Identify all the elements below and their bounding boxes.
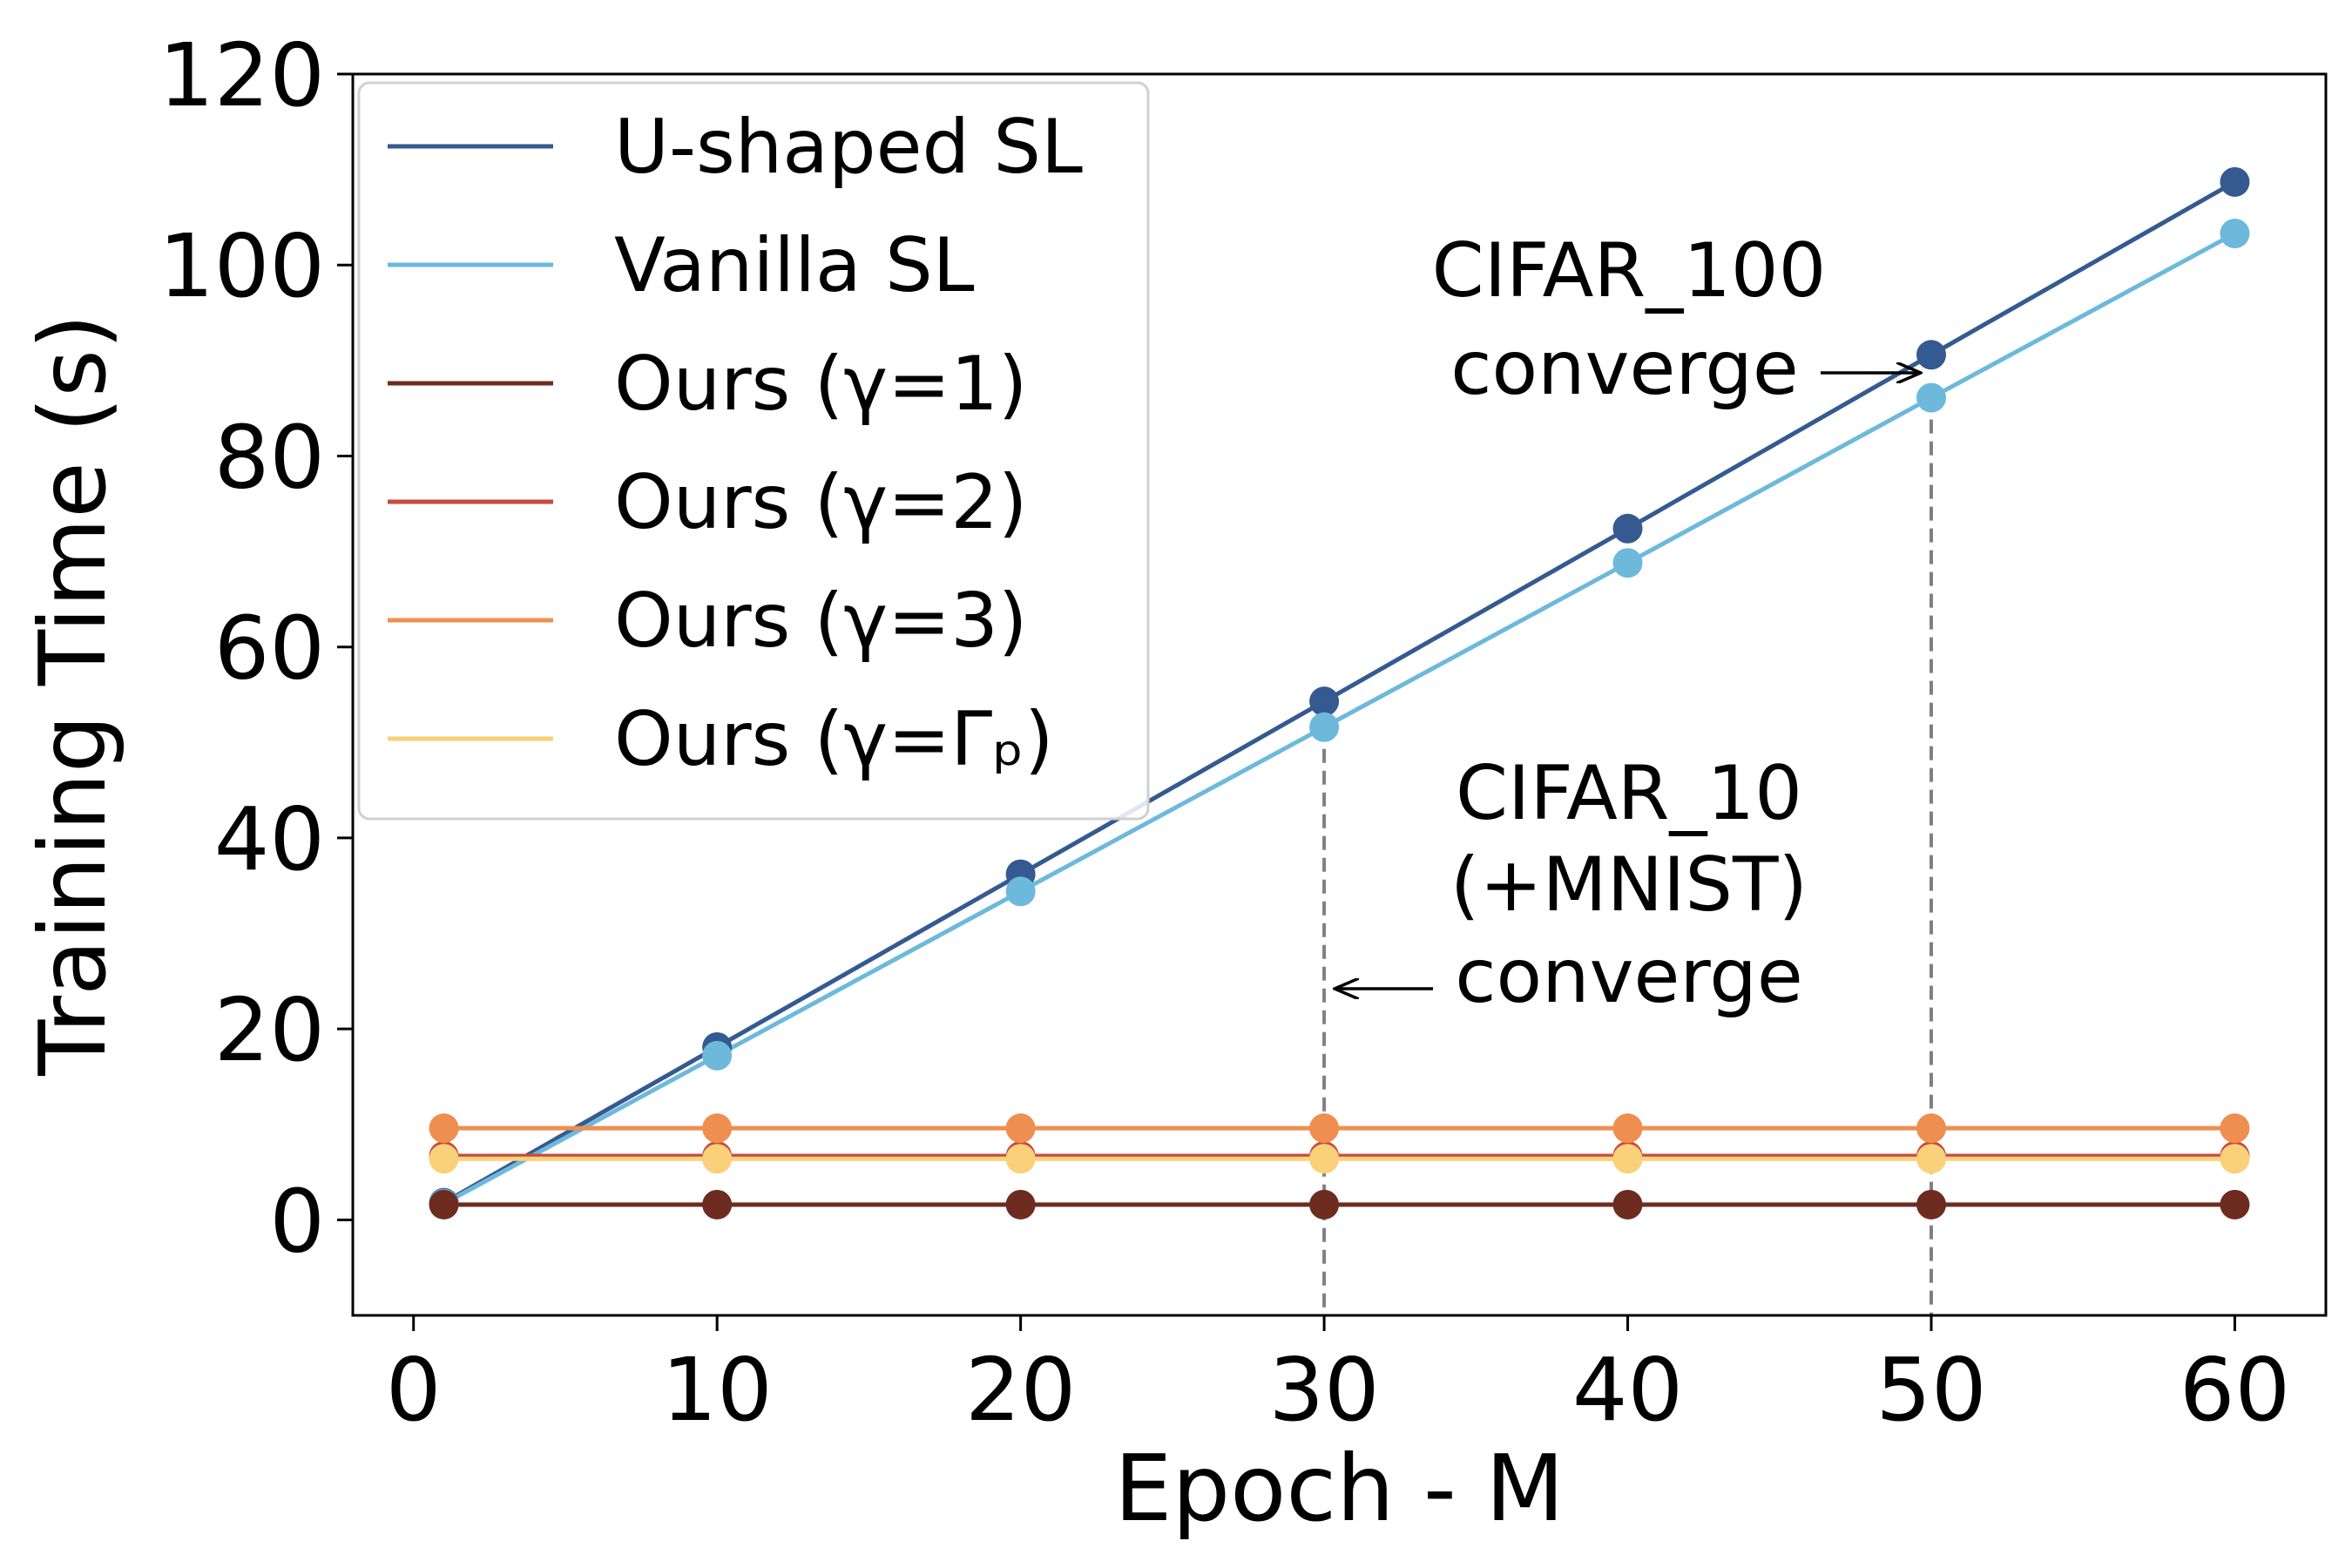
plot-frame <box>351 72 2328 1317</box>
data-point-s5-6 <box>2220 1144 2250 1174</box>
legend-label-3: Ours (γ=2) <box>614 459 1027 546</box>
data-point-s2-5 <box>1916 1189 1946 1220</box>
axes: 0 10 20 30 40 50 60 0 20 40 60 80 100 120 Epoch - M Tra… <box>20 24 2328 1542</box>
data-point-s1-5 <box>1916 382 1946 413</box>
y-tick-label-2: 40 <box>214 788 325 890</box>
x-tick-label-0: 0 <box>386 1339 442 1441</box>
annotations: CIFAR_100convergeCIFAR_10(+MNIST)converg… <box>1335 227 1921 1020</box>
data-point-s2-0 <box>429 1189 459 1220</box>
data-point-s4-1 <box>702 1113 733 1144</box>
annotation-cifar10-line2: (+MNIST) <box>1450 841 1808 929</box>
data-point-s4-6 <box>2220 1113 2250 1144</box>
legend-label-1: Vanilla SL <box>614 222 975 309</box>
y-tick-label-3: 60 <box>214 598 325 700</box>
data-point-s5-5 <box>1916 1144 1946 1174</box>
legend-label-4: Ours (γ=3) <box>614 578 1027 665</box>
y-tick-label-5: 100 <box>159 215 325 317</box>
data-point-s1-4 <box>1612 548 1643 578</box>
annotation-cifar100-line1: CIFAR_100 <box>1432 227 1827 314</box>
x-tick-label-1: 10 <box>662 1339 773 1441</box>
annotation-cifar100-line2: converge <box>1450 325 1799 412</box>
x-tick-label-4: 40 <box>1572 1339 1683 1441</box>
y-tick-label-6: 120 <box>159 24 325 126</box>
legend-label-0: U-shaped SL <box>614 104 1083 191</box>
data-point-s2-4 <box>1612 1189 1643 1220</box>
data-point-s4-2 <box>1005 1113 1036 1144</box>
x-tick-label-3: 30 <box>1268 1339 1379 1441</box>
data-point-s4-3 <box>1309 1113 1340 1144</box>
x-tick-label-5: 50 <box>1876 1339 1986 1441</box>
data-point-s5-2 <box>1005 1144 1036 1174</box>
y-tick-label-0: 0 <box>269 1170 325 1272</box>
data-point-s5-3 <box>1309 1144 1340 1174</box>
plot-area <box>429 166 2250 1315</box>
annotation-cifar10-line3: converge <box>1455 933 1803 1020</box>
y-tick-label-4: 80 <box>214 406 325 508</box>
y-tick-label-1: 20 <box>214 979 325 1081</box>
data-point-s4-5 <box>1916 1113 1946 1144</box>
data-point-s0-4 <box>1612 513 1643 544</box>
data-point-s5-1 <box>702 1144 733 1174</box>
data-point-s1-3 <box>1309 712 1340 742</box>
legend-box <box>357 81 1150 821</box>
legend: U-shaped SL Vanilla SL Ours (γ=1) Ours (γ=2… <box>357 81 1150 821</box>
x-tick-label-2: 20 <box>965 1339 1076 1441</box>
data-point-s2-2 <box>1005 1189 1036 1220</box>
legend-label-5: Ours (γ=Γₚ) <box>614 696 1054 783</box>
data-point-s0-6 <box>2220 166 2250 197</box>
data-point-s5-4 <box>1612 1144 1643 1174</box>
data-point-s4-0 <box>429 1113 459 1144</box>
x-axis-label: Epoch - M <box>1114 1436 1565 1542</box>
data-point-s1-2 <box>1005 876 1036 907</box>
data-point-s1-6 <box>2220 219 2250 249</box>
y-axis-label: Training Time (s) <box>20 314 126 1077</box>
annotation-cifar10-line1: CIFAR_10 <box>1456 750 1802 837</box>
data-point-s2-6 <box>2220 1189 2250 1220</box>
data-point-s0-3 <box>1309 686 1340 717</box>
data-point-s1-1 <box>702 1040 733 1071</box>
legend-label-2: Ours (γ=1) <box>614 341 1027 428</box>
data-point-s2-1 <box>702 1189 733 1220</box>
data-point-s2-3 <box>1309 1189 1340 1220</box>
data-point-s4-4 <box>1612 1113 1643 1144</box>
data-point-s0-5 <box>1916 340 1946 370</box>
x-tick-label-6: 60 <box>2180 1339 2290 1441</box>
data-point-s5-0 <box>429 1144 459 1174</box>
